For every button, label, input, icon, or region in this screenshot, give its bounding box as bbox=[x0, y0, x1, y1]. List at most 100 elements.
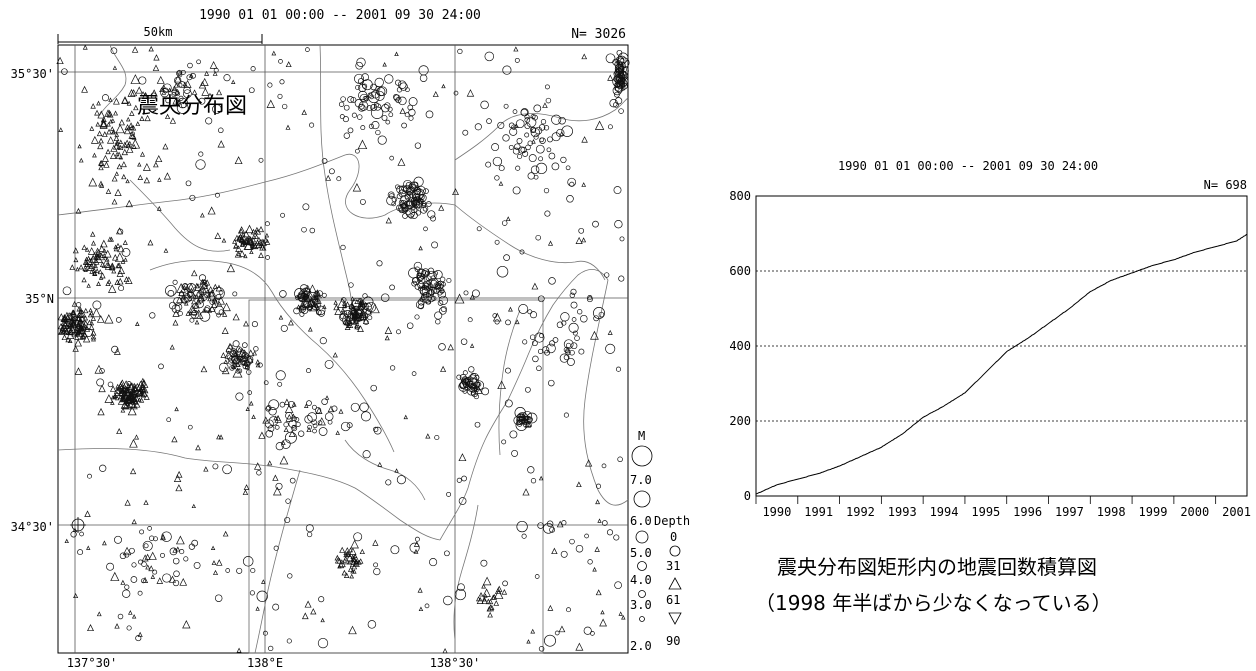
epicenter-circle bbox=[373, 102, 379, 108]
epicenter-circle bbox=[365, 301, 377, 313]
epicenter-triangle bbox=[224, 350, 233, 359]
epicenter-circle bbox=[363, 302, 372, 311]
epicenter-triangle bbox=[336, 557, 343, 564]
epicenter-circle bbox=[439, 306, 447, 315]
epicenter-circle bbox=[521, 533, 527, 539]
epicenter-circle bbox=[232, 358, 239, 365]
epicenter-circle bbox=[504, 399, 513, 408]
epicenter-triangle bbox=[172, 97, 179, 105]
epicenter-triangle bbox=[163, 248, 169, 253]
epicenter-circle bbox=[362, 450, 371, 459]
epicenter-triangle bbox=[218, 434, 224, 440]
x-tick-label: 2000 bbox=[1180, 505, 1209, 519]
epicenter-triangle bbox=[221, 326, 229, 334]
epicenter-triangle bbox=[194, 282, 200, 289]
epicenter-triangle bbox=[91, 308, 101, 318]
x-tick-label: 1999 bbox=[1139, 505, 1168, 519]
epicenter-triangle bbox=[101, 253, 107, 259]
epicenter-circle bbox=[267, 82, 273, 88]
epicenter-circle bbox=[409, 542, 420, 553]
epicenter-triangle bbox=[109, 152, 117, 159]
epicenter-circle bbox=[537, 295, 545, 303]
epicenter-triangle bbox=[98, 160, 105, 167]
epicenter-triangle bbox=[447, 343, 454, 351]
epicenter-circle bbox=[465, 377, 471, 383]
epicenter-circle bbox=[232, 340, 240, 348]
epicenter-circle bbox=[572, 330, 578, 336]
epicenter-circle bbox=[367, 620, 377, 629]
epicenter-triangle bbox=[139, 397, 145, 403]
epicenter-circle bbox=[561, 520, 567, 526]
epicenter-circle bbox=[494, 319, 500, 325]
epicenter-circle bbox=[560, 156, 567, 164]
legend-circle-m2 bbox=[639, 616, 645, 622]
epicenter-triangle bbox=[581, 182, 587, 187]
epicenter-triangle bbox=[103, 249, 112, 258]
epicenter-triangle bbox=[114, 188, 122, 196]
epicenter-circle bbox=[149, 535, 155, 541]
epicenter-circle bbox=[524, 117, 531, 123]
epicenter-circle bbox=[198, 274, 207, 282]
epicenter-circle bbox=[414, 189, 421, 196]
epicenter-circle bbox=[187, 62, 193, 69]
epicenter-circle bbox=[177, 72, 183, 78]
epicenter-triangle bbox=[341, 569, 348, 576]
epicenter-triangle bbox=[348, 547, 353, 553]
epicenter-triangle bbox=[310, 608, 317, 615]
epicenter-circle bbox=[516, 138, 523, 144]
epicenter-circle bbox=[343, 132, 350, 139]
epicenter-triangle bbox=[103, 161, 110, 168]
epicenter-circle bbox=[535, 162, 548, 175]
epicenter-triangle bbox=[271, 50, 277, 56]
epicenter-triangle bbox=[349, 547, 357, 555]
epicenter-circle bbox=[436, 280, 445, 289]
epicenter-circle bbox=[485, 161, 492, 168]
epicenter-triangle bbox=[115, 262, 121, 269]
epicenter-circle bbox=[534, 126, 543, 135]
epicenter-circle bbox=[427, 210, 436, 219]
epicenter-circle bbox=[560, 550, 568, 558]
epicenter-triangle bbox=[207, 296, 212, 302]
epicenter-triangle bbox=[74, 326, 82, 334]
epicenter-triangle bbox=[99, 118, 108, 127]
epicenter-triangle bbox=[592, 566, 597, 572]
epicenter-circle bbox=[548, 379, 555, 387]
epicenter-circle bbox=[534, 332, 545, 343]
legend-depth-90: 90 bbox=[666, 634, 680, 648]
epicenter-triangle bbox=[126, 145, 134, 153]
epicenter-circle bbox=[566, 607, 571, 613]
epicenter-circle bbox=[189, 194, 196, 201]
epicenter-circle bbox=[350, 313, 357, 320]
epicenter-circle bbox=[295, 421, 301, 427]
epicenter-triangle bbox=[64, 538, 69, 544]
epicenter-circle bbox=[509, 127, 518, 136]
epicenter-circle bbox=[551, 114, 562, 125]
epicenter-triangle bbox=[418, 606, 424, 612]
epicenter-triangle bbox=[92, 271, 98, 277]
epicenter-triangle bbox=[116, 163, 123, 170]
epicenter-circle bbox=[340, 96, 346, 102]
epicenter-circle bbox=[250, 567, 256, 574]
epicenter-circle bbox=[415, 210, 422, 216]
epicenter-triangle bbox=[121, 141, 129, 149]
epicenter-triangle bbox=[621, 615, 626, 620]
epicenter-circle bbox=[264, 221, 270, 227]
epicenter-triangle bbox=[92, 152, 97, 158]
epicenter-triangle bbox=[243, 320, 249, 327]
epicenter-triangle bbox=[105, 148, 111, 155]
epicenter-triangle bbox=[66, 331, 75, 339]
epicenter-triangle bbox=[298, 300, 307, 309]
epicenter-triangle bbox=[137, 162, 142, 167]
epicenter-triangle bbox=[278, 314, 284, 320]
epicenter-circle bbox=[390, 545, 400, 555]
epicenter-circle bbox=[205, 117, 213, 125]
epicenter-triangle bbox=[193, 301, 200, 309]
epicenter-triangle bbox=[575, 642, 584, 651]
epicenter-triangle bbox=[188, 306, 198, 315]
epicenter-triangle bbox=[497, 380, 506, 390]
epicenter-triangle bbox=[57, 313, 65, 321]
epicenter-triangle bbox=[247, 349, 255, 357]
epicenter-triangle bbox=[111, 175, 118, 182]
epicenter-circle bbox=[569, 349, 575, 356]
epicenter-circle bbox=[183, 89, 192, 99]
